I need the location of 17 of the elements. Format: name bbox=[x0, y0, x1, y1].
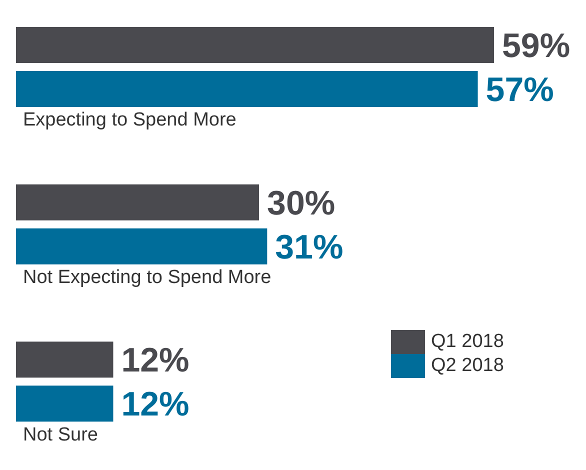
bar bbox=[16, 228, 268, 264]
data-label: 12% bbox=[121, 386, 190, 424]
bar bbox=[16, 71, 478, 107]
data-label: 57% bbox=[486, 71, 554, 110]
bar bbox=[16, 184, 260, 220]
data-label: 31% bbox=[275, 228, 344, 266]
data-label: 30% bbox=[267, 184, 336, 222]
bar bbox=[16, 342, 114, 378]
data-label: 12% bbox=[121, 342, 190, 380]
legend-label: Q2 2018 bbox=[431, 355, 504, 377]
bar bbox=[16, 27, 494, 63]
data-label: 59% bbox=[502, 27, 570, 66]
bar bbox=[16, 386, 114, 422]
legend-label: Q1 2018 bbox=[431, 331, 504, 353]
y-tick-label: Expecting to Spend More bbox=[23, 110, 236, 131]
y-tick-label: Not Expecting to Spend More bbox=[23, 267, 272, 288]
y-tick-label: Not Sure bbox=[23, 424, 98, 446]
